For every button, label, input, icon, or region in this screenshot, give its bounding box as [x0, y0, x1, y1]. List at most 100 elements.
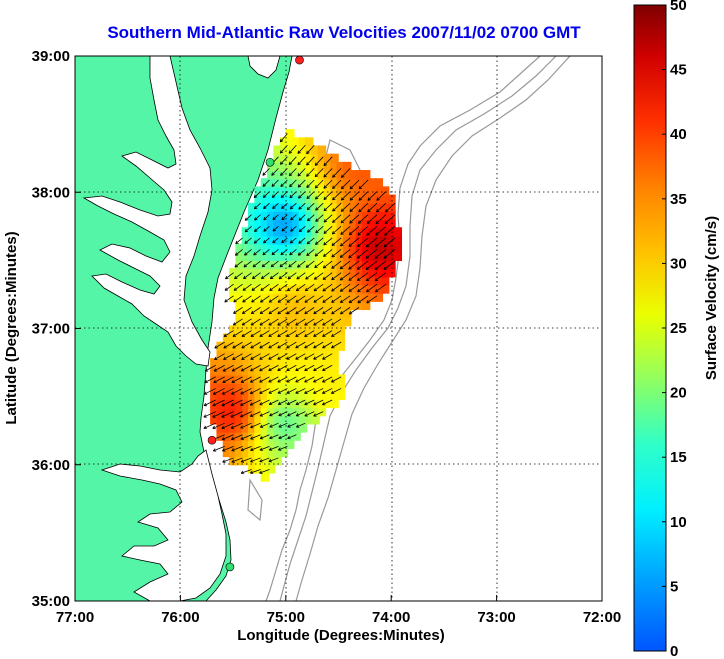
velocity-cell [330, 349, 339, 360]
velocity-cell [342, 300, 352, 311]
velocity-cell [311, 186, 320, 196]
velocity-arrow [374, 237, 387, 248]
velocity-arrows [203, 133, 396, 475]
x-tick-label: 76:00 [161, 609, 199, 626]
y-tick-label: 37:00 [32, 321, 70, 338]
velocity-cell [355, 219, 365, 229]
velocity-arrow [250, 307, 261, 314]
velocity-cell [304, 358, 314, 368]
velocity-arrow [322, 353, 333, 360]
velocity-cell [248, 349, 257, 360]
velocity-cell [304, 366, 314, 376]
velocity-arrow [251, 283, 261, 291]
velocity-cell [311, 300, 320, 311]
velocity-cell [311, 268, 320, 278]
velocity-cell [298, 382, 308, 392]
velocity-cell [229, 382, 238, 392]
velocity-cell [279, 366, 289, 376]
velocity-arrow [374, 283, 387, 293]
velocity-arrow [214, 353, 225, 360]
velocity-arrow [304, 353, 315, 360]
velocity-arrow [348, 260, 360, 270]
velocity-cell [304, 137, 314, 147]
velocity-cell [241, 398, 251, 409]
velocity-cell [368, 276, 377, 286]
velocity-cell [317, 317, 327, 327]
velocity-cell [241, 276, 251, 286]
velocity-cell [342, 186, 352, 196]
velocity-arrow [260, 295, 270, 303]
velocity-arrow [244, 214, 252, 221]
velocity-cell [317, 186, 327, 196]
velocity-cell [298, 145, 308, 155]
velocity-cell [222, 431, 232, 441]
velocity-cell [311, 178, 320, 188]
velocity-arrow [295, 364, 306, 371]
velocity-cell [292, 243, 301, 253]
velocity-cell [292, 415, 301, 425]
velocity-cell [355, 300, 365, 311]
velocity-cell [298, 333, 308, 343]
velocity-arrow [365, 272, 378, 282]
velocity-arrow [278, 272, 288, 280]
velocity-cell [292, 374, 301, 384]
velocity-cell [304, 284, 314, 294]
velocity-arrow [322, 307, 333, 315]
velocity-arrow [212, 445, 225, 452]
velocity-cell [241, 366, 251, 376]
velocity-arrow [253, 237, 261, 244]
velocity-cell [286, 415, 295, 425]
velocity-cell [241, 423, 251, 433]
velocity-cell [273, 456, 282, 466]
velocity-cell [286, 153, 295, 163]
velocity-cell [279, 145, 289, 155]
velocity-arrow [240, 422, 252, 429]
velocity-arrow [203, 399, 216, 407]
velocity-cell [298, 251, 308, 261]
velocity-arrow [322, 295, 333, 303]
velocity-cell [336, 333, 346, 343]
velocity-arrow [322, 364, 333, 372]
velocity-cell [260, 333, 270, 343]
velocity-cell [298, 317, 308, 327]
velocity-cell [273, 178, 282, 188]
velocity-cell [216, 398, 225, 409]
velocity-cell [241, 439, 251, 450]
velocity-cell [229, 374, 238, 384]
velocity-arrow [277, 376, 288, 383]
velocity-cell [279, 415, 289, 425]
velocity-cell [260, 349, 270, 360]
velocity-arrow [313, 399, 324, 406]
velocity-arrow [366, 226, 378, 236]
velocity-cell [323, 398, 333, 409]
velocity-cell [248, 210, 257, 221]
velocity-cell [342, 219, 352, 229]
velocity-arrow [233, 283, 243, 291]
velocity-arrow [295, 353, 306, 360]
velocity-cell [311, 292, 320, 302]
velocity-cell [260, 472, 270, 482]
velocity-cell [311, 276, 320, 286]
velocity-cell [260, 178, 270, 188]
velocity-cell [241, 243, 251, 253]
velocity-arrow [223, 330, 234, 337]
velocity-cell [355, 235, 365, 245]
velocity-cell [267, 210, 276, 221]
velocity-cell [248, 431, 257, 441]
velocity-cell [286, 325, 295, 335]
velocity-arrow [221, 399, 234, 407]
velocity-arrow [313, 376, 324, 383]
velocity-cell [267, 276, 276, 286]
velocity-cell [298, 202, 308, 212]
velocity-arrow [304, 411, 315, 417]
velocity-heatmap [210, 129, 403, 482]
velocity-cell [304, 292, 314, 302]
velocity-cell [267, 170, 276, 180]
velocity-arrow [231, 434, 243, 441]
velocity-cell [279, 439, 289, 450]
velocity-arrow [279, 156, 288, 165]
velocity-cell [361, 227, 371, 237]
velocity-cell [267, 390, 276, 400]
x-tick-label: 77:00 [56, 609, 94, 626]
velocity-cell [368, 268, 377, 278]
